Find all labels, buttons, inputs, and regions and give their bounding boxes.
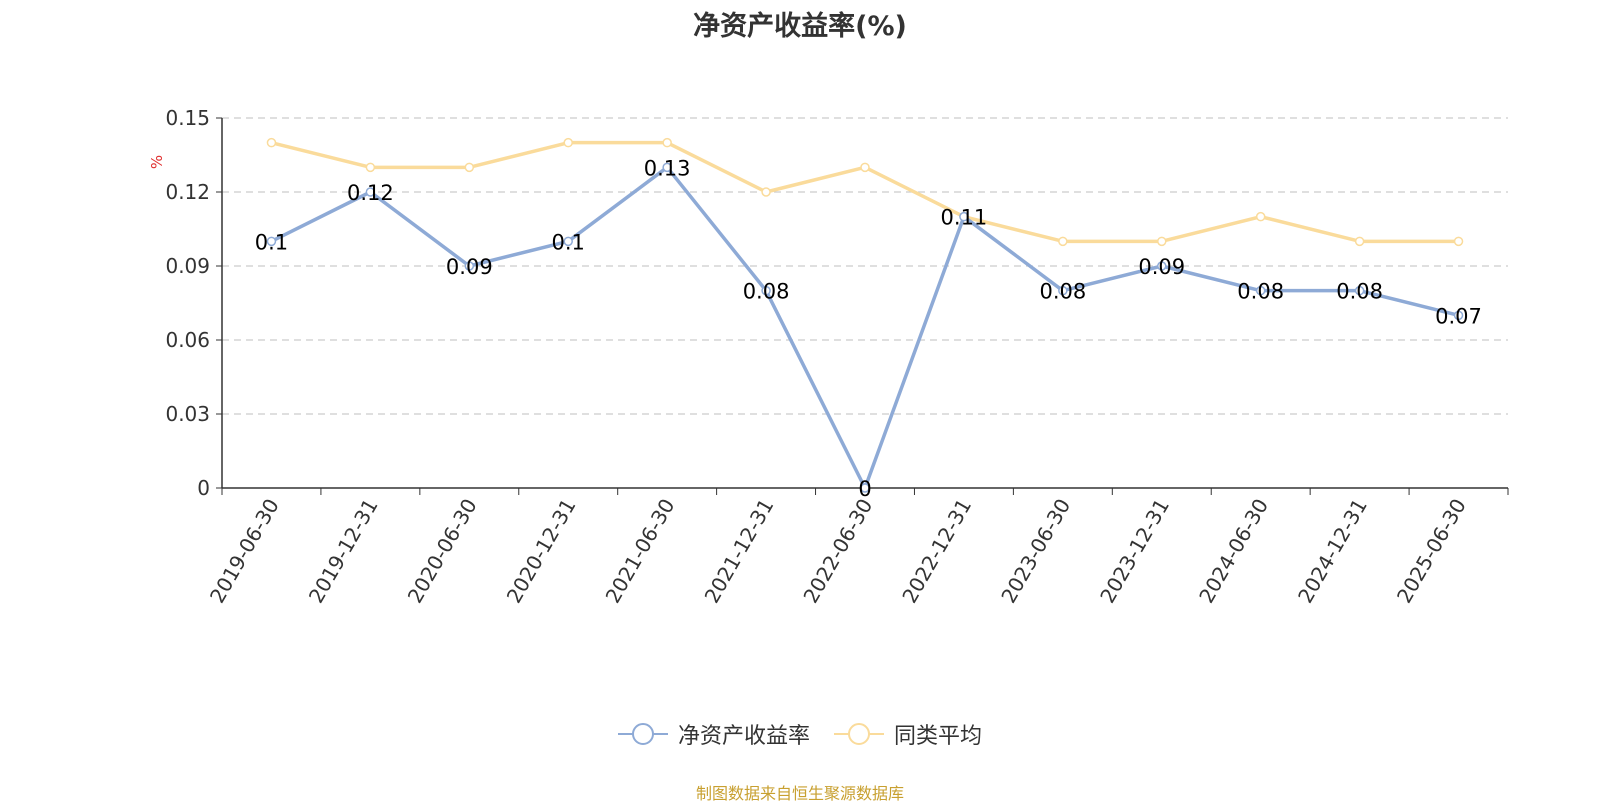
y-tick-label: 0.15 bbox=[165, 106, 210, 130]
x-tick-label: 2021-06-30 bbox=[601, 495, 680, 608]
data-label: 0 bbox=[858, 477, 871, 501]
data-label: 0.08 bbox=[743, 280, 790, 304]
data-label: 0.1 bbox=[255, 230, 288, 254]
y-tick-label: 0.06 bbox=[165, 328, 210, 352]
x-tick-label: 2025-06-30 bbox=[1392, 495, 1471, 608]
data-label: 0.08 bbox=[1336, 280, 1383, 304]
legend-marker-circle-icon bbox=[834, 723, 884, 745]
data-point bbox=[860, 483, 870, 493]
grid-lines bbox=[222, 117, 1508, 415]
axes bbox=[221, 118, 1508, 489]
data-point bbox=[662, 162, 672, 173]
data-point bbox=[464, 162, 475, 173]
data-point bbox=[662, 137, 672, 148]
data-label: 0.09 bbox=[1138, 255, 1185, 279]
data-point bbox=[266, 137, 277, 148]
data-point bbox=[1255, 285, 1266, 296]
data-labels: 0.1 0.12 0.09 0.1 0.13 0.08 0 0.11 0.08 0.09 0.08 0… bbox=[255, 156, 1482, 501]
y-axis-ticks: 0 0.03 0.06 0.09 0.12 0.15 bbox=[165, 106, 222, 500]
data-point bbox=[1255, 211, 1266, 222]
x-tick-label: 2020-12-31 bbox=[502, 495, 581, 608]
data-label: 0.1 bbox=[552, 230, 585, 254]
x-tick-label: 2019-12-31 bbox=[304, 495, 383, 608]
data-point bbox=[563, 137, 573, 148]
source-note: 制图数据来自恒生聚源数据库 bbox=[695, 784, 904, 803]
data-point bbox=[1058, 285, 1068, 296]
data-label: 0.09 bbox=[446, 255, 493, 279]
y-tick-label: 0.12 bbox=[165, 180, 210, 204]
data-point bbox=[1354, 236, 1365, 247]
x-axis-ticks: 2019-06-30 2019-12-31 2020-06-30 2020-12-31… bbox=[205, 488, 1509, 608]
legend-label: 净资产收益率 bbox=[677, 724, 810, 749]
data-label: 0.07 bbox=[1435, 304, 1482, 328]
data-label: 0.08 bbox=[1039, 280, 1086, 304]
legend-label: 同类平均 bbox=[894, 724, 983, 749]
data-point bbox=[1453, 236, 1464, 247]
data-point bbox=[1354, 285, 1365, 296]
data-point bbox=[860, 162, 870, 173]
data-point bbox=[464, 261, 475, 271]
data-point bbox=[761, 285, 771, 296]
legend-item-series-2[interactable]: 同类平均 bbox=[834, 718, 982, 750]
data-point bbox=[266, 236, 277, 247]
legend: 净资产收益率 同类平均 bbox=[0, 718, 1600, 750]
data-point bbox=[563, 236, 573, 247]
x-tick-label: 2021-12-31 bbox=[700, 495, 779, 608]
x-tick-label: 2023-06-30 bbox=[996, 495, 1075, 608]
data-point bbox=[1453, 310, 1464, 321]
legend-item-series-1[interactable]: 净资产收益率 bbox=[617, 718, 810, 750]
series-line-1 bbox=[270, 165, 1459, 490]
legend-marker-circle-icon bbox=[617, 723, 668, 745]
data-point bbox=[365, 187, 376, 197]
series-lines bbox=[266, 137, 1464, 493]
data-point bbox=[959, 211, 969, 222]
x-tick-label: 2019-06-30 bbox=[205, 495, 284, 608]
data-label: 0.11 bbox=[941, 206, 988, 230]
x-tick-label: 2022-12-31 bbox=[897, 495, 976, 608]
data-label: 0.13 bbox=[644, 156, 691, 180]
x-tick-label: 2024-06-30 bbox=[1194, 495, 1273, 608]
y-tick-label: 0.09 bbox=[165, 254, 210, 278]
data-label: 0.12 bbox=[347, 181, 394, 205]
x-tick-label: 2022-06-30 bbox=[798, 495, 877, 608]
data-point bbox=[1157, 261, 1167, 271]
data-point bbox=[1058, 236, 1068, 247]
y-tick-label: 0.03 bbox=[165, 402, 210, 426]
chart-title: 净资产收益率(%) bbox=[693, 11, 907, 42]
data-point bbox=[761, 187, 771, 197]
data-point bbox=[1157, 236, 1167, 247]
x-tick-label: 2023-12-31 bbox=[1095, 495, 1174, 608]
data-label: 0.08 bbox=[1237, 280, 1284, 304]
y-axis-unit: % bbox=[148, 155, 166, 169]
data-point bbox=[365, 162, 376, 173]
x-tick-label: 2020-06-30 bbox=[403, 495, 482, 608]
x-tick-label: 2024-12-31 bbox=[1293, 495, 1372, 608]
y-tick-label: 0 bbox=[197, 476, 210, 500]
